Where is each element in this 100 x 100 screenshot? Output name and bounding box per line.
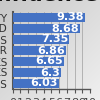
Bar (12, 46, 66, 55)
Bar (12, 35, 70, 44)
Bar (12, 24, 80, 33)
Text: 8.68: 8.68 (51, 24, 79, 34)
Text: 6.65: 6.65 (35, 56, 63, 66)
Text: 9.38: 9.38 (56, 12, 84, 22)
Text: 7.35: 7.35 (41, 34, 68, 44)
Text: 6.3: 6.3 (40, 68, 60, 78)
Bar (12, 79, 59, 88)
Bar (12, 57, 64, 66)
Text: 6.03: 6.03 (31, 78, 58, 88)
Title: Factors that Influence IPM Adoption: Factors that Influence IPM Adoption (0, 0, 100, 5)
Text: 6.86: 6.86 (37, 46, 64, 56)
Bar (12, 13, 85, 22)
Bar (12, 68, 61, 77)
